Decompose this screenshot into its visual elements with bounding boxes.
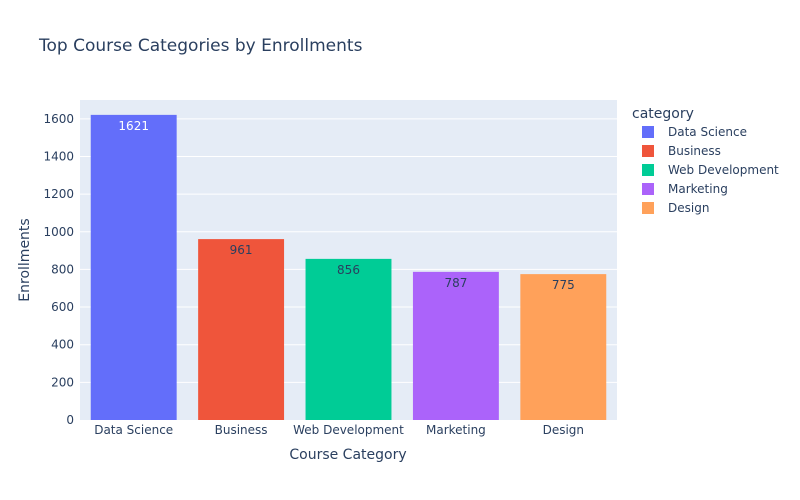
bar bbox=[90, 114, 177, 420]
x-tick-label: Marketing bbox=[426, 423, 486, 437]
legend-swatch bbox=[642, 126, 654, 138]
legend: category Data Science Business Web Develop… bbox=[632, 106, 779, 215]
legend-swatch bbox=[642, 202, 654, 214]
bar-value-label: 787 bbox=[444, 276, 467, 290]
legend-swatch bbox=[642, 164, 654, 176]
x-axis-title: Course Category bbox=[289, 447, 406, 463]
x-tick-label: Web Development bbox=[293, 423, 404, 437]
legend-items: Data Science Business Web Development Marke… bbox=[642, 125, 779, 215]
y-axis-title: Enrollments bbox=[17, 218, 33, 301]
legend-entry: Data Science bbox=[668, 125, 747, 139]
bar-value-label: 961 bbox=[230, 243, 253, 257]
bar bbox=[198, 239, 285, 420]
chart-title: Top Course Categories by Enrollments bbox=[38, 36, 363, 56]
x-tick-label: Data Science bbox=[94, 423, 173, 437]
legend-entry: Business bbox=[668, 144, 721, 158]
y-tick-label: 1600 bbox=[43, 112, 74, 126]
y-tick-label: 200 bbox=[51, 375, 74, 389]
legend-entry: Marketing bbox=[668, 182, 728, 196]
y-axis-ticks: 0 200 400 600 800 1000 1200 1400 1600 bbox=[43, 112, 74, 427]
bars: 1621 961 856 787 775 bbox=[90, 114, 607, 420]
legend-swatch bbox=[642, 145, 654, 157]
bar-value-label: 856 bbox=[337, 263, 360, 277]
x-tick-label: Business bbox=[215, 423, 268, 437]
legend-entry: Web Development bbox=[668, 163, 779, 177]
bar-value-label: 1621 bbox=[118, 119, 149, 133]
legend-entry: Design bbox=[668, 201, 709, 215]
x-axis-ticks: Data Science Business Web Development Marke… bbox=[94, 423, 584, 437]
y-tick-label: 0 bbox=[66, 413, 74, 427]
legend-title: category bbox=[632, 106, 694, 122]
y-tick-label: 400 bbox=[51, 338, 74, 352]
y-tick-label: 1000 bbox=[43, 225, 74, 239]
y-tick-label: 1200 bbox=[43, 187, 74, 201]
y-tick-label: 600 bbox=[51, 300, 74, 314]
bar bbox=[520, 274, 607, 420]
bar bbox=[305, 258, 392, 420]
x-tick-label: Design bbox=[543, 423, 584, 437]
bar-value-label: 775 bbox=[552, 278, 575, 292]
y-tick-label: 800 bbox=[51, 262, 74, 276]
y-tick-label: 1400 bbox=[43, 149, 74, 163]
legend-swatch bbox=[642, 183, 654, 195]
bar bbox=[412, 271, 499, 420]
